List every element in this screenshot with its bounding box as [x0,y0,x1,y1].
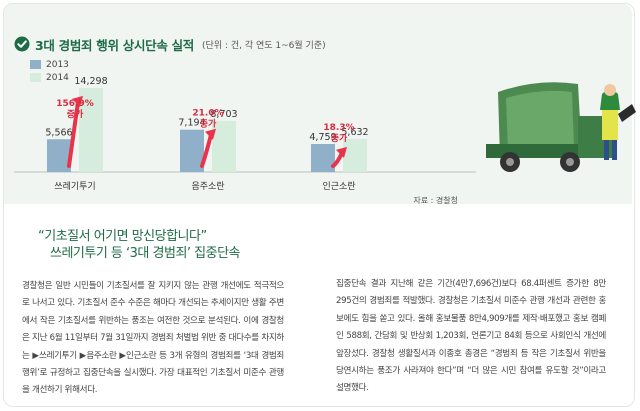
growth-arrowhead-litter [72,95,83,107]
legend-swatch-2013 [30,60,41,69]
growth-pct-noise: 18.3% [323,123,354,133]
bar-2013-litter [47,139,71,172]
bar-2013-drunk [180,129,204,172]
chart-header: 3대 경범죄 행위 상시단속 실적 (단위 : 건, 각 연도 1~6월 기준) [14,34,326,54]
bar-2014-drunk [212,120,236,172]
chart-title: 3대 경범죄 행위 상시단속 실적 [35,37,195,53]
growth-pct-litter: 156.9% [56,99,94,109]
growth-arrowhead-drunk [205,128,216,140]
bar-2014-noise [343,138,367,172]
legend-label-2013: 2013 [46,59,69,70]
legend-label-2014: 2014 [46,72,69,83]
category-label-drunk: 음주소란 [191,180,224,192]
article-paragraph-left: 경찰청은 일반 시민들이 기초질서를 잘 지키지 않는 관행 개선에도 적극적으… [22,281,284,396]
headline-line-2: 쓰레기투기 등 ‘3대 경범죄’ 집중단속 [50,246,241,261]
legend-item-2013: 2013 [30,58,69,71]
growth-word-drunk: 증가 [200,118,217,130]
value-label-2013-litter: 5,566 [45,127,72,138]
value-label-2014-noise: 5,632 [341,127,368,138]
garbage-truck-illustration [486,82,636,172]
legend-swatch-2014 [30,73,41,82]
category-label-noise: 인근소란 [322,180,355,192]
check-icon [14,36,30,52]
legend-item-2014: 2014 [30,71,69,84]
growth-pct-drunk: 21.0% [192,109,223,119]
headline-line-1: “기초질서 어기면 망신당합니다” [38,229,207,244]
category-label-litter: 쓰레기투기 [54,181,95,192]
article-paragraph-right: 집중단속 결과 지난해 같은 기간(4만7,696건)보다 68.4퍼센트 증가… [336,279,606,394]
growth-word-noise: 증가 [331,132,348,144]
growth-arrow-litter [67,99,80,168]
growth-arrowhead-noise [336,146,347,158]
bar-2013-noise [311,144,335,172]
growth-arrow-drunk [200,132,213,168]
chart-unit-note: (단위 : 건, 각 연도 1~6월 기준) [202,40,326,51]
growth-word-litter: 증가 [67,108,84,120]
value-label-2013-drunk: 7,194 [178,118,205,129]
chart-source: 자료 : 경찰청 [413,196,458,205]
chart-legend: 2013 2014 [30,58,69,84]
article-headline: “기초질서 어기면 망신당합니다” 쓰레기투기 등 ‘3대 경범죄’ 집중단속 [38,228,241,262]
value-label-2014-litter: 14,298 [74,76,107,87]
value-label-2013-noise: 4,759 [309,132,336,143]
bar-2014-litter [79,87,103,172]
value-label-2014-drunk: 8,703 [210,109,237,120]
